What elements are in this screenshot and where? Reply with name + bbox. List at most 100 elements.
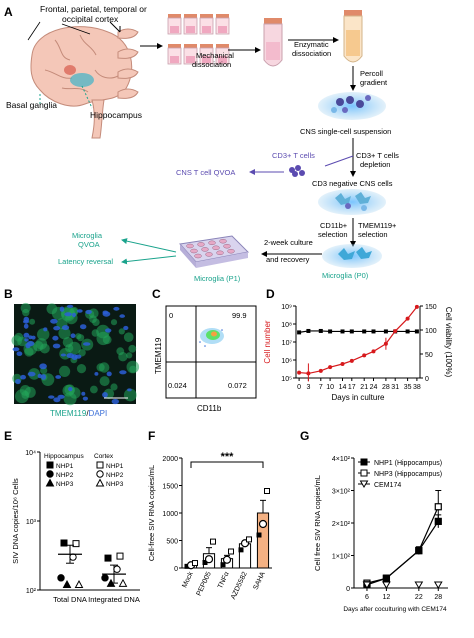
tmem119-stain	[96, 363, 105, 372]
e-legend-cortex: Cortex	[94, 453, 114, 460]
f-point	[246, 536, 252, 543]
f-xtick-label: AZD5582	[230, 571, 249, 601]
d-viability-point	[297, 330, 302, 335]
region-pointer-lines	[27, 21, 91, 41]
tmem119-stain	[22, 308, 30, 317]
g-xtick-label: 6	[365, 594, 369, 601]
panel-letter-g: G	[300, 429, 309, 443]
dish-tissue	[202, 56, 211, 63]
e-marker-nhp1	[104, 554, 112, 562]
dapi-nucleus	[48, 395, 55, 399]
tmem119-stain	[129, 365, 137, 373]
tmem119-stain	[76, 364, 87, 374]
cd11b-label: CD11b+	[320, 221, 348, 230]
d-xtick-label: 38	[413, 384, 421, 391]
g-legend-marker	[359, 480, 369, 488]
tmem119-stain	[58, 327, 71, 340]
dapi-nucleus	[105, 328, 112, 333]
dapi-nucleus	[106, 371, 112, 377]
panel-f: F 0 500 1000 1500 2000 Cell-free SIV RNA copi…	[147, 429, 272, 601]
e-legend-label: NHP2	[56, 472, 74, 479]
g-ytick-label: 1×10²	[332, 554, 351, 561]
dapi-nucleus	[39, 363, 47, 370]
mechanical-label-2: dissociation	[192, 60, 231, 69]
dapi-nucleus	[37, 373, 42, 379]
g-ytick-label: 0	[346, 586, 350, 593]
f-point	[238, 547, 244, 553]
tmem119-stain	[24, 347, 34, 357]
d-xtick-label: 28	[382, 384, 390, 391]
f-xtick-label: Mock	[181, 570, 195, 589]
dapi-nucleus	[53, 326, 61, 331]
d-viability-point	[362, 329, 367, 334]
e-legend-label: NHP1	[56, 463, 74, 470]
microglia-p1-label: Microglia (P1)	[194, 274, 241, 283]
d-ytick-right-label: 50	[425, 352, 433, 359]
dish-lid	[184, 44, 197, 48]
panel-e: E 10² 10³ 10⁴ SIV DNA copies/10⁶ Cells Total…	[4, 429, 140, 604]
quadrant-ur: 99.9	[232, 311, 247, 320]
e-marker-nhp1	[60, 539, 68, 547]
g-xtick-label: 22	[415, 594, 423, 601]
microscopy-cells	[11, 302, 140, 406]
g-series-point	[382, 574, 391, 582]
d-xtick-label: 14	[339, 384, 347, 391]
dapi-nucleus	[70, 333, 76, 339]
g-legend-label: CEM174	[374, 482, 401, 489]
d-ytick-left-label: 10⁵	[281, 376, 292, 383]
tmem119-stain	[37, 328, 50, 341]
dapi-nucleus	[72, 312, 76, 318]
dapi-nucleus	[68, 386, 73, 392]
d-xtick-label: 35	[404, 384, 412, 391]
f-point	[192, 560, 198, 567]
panel-letter-d: D	[266, 287, 275, 301]
mechanical-label: Mechanical	[196, 51, 234, 60]
d-xtick-label: 10	[326, 384, 334, 391]
percoll-label: Percoll	[360, 69, 383, 78]
dapi-nucleus	[24, 338, 29, 342]
panel-a: A Frontal, parietal, temporal or occipit…	[4, 4, 399, 283]
f-xtick-label: PEP005	[196, 571, 213, 597]
dapi-nucleus	[23, 332, 30, 338]
g-cem174-point	[362, 581, 372, 589]
g-legend-marker	[360, 458, 368, 466]
g-xtick-label: 28	[434, 594, 442, 601]
tmem119-stain	[24, 386, 36, 398]
dish-tissue	[218, 26, 227, 33]
dapi-nucleus	[81, 391, 86, 396]
f-ytick-label: 500	[166, 539, 178, 546]
tmem119-stain	[29, 318, 36, 325]
e-marker-nhp2	[96, 470, 104, 478]
tmem119-stain	[46, 303, 58, 315]
plate-well	[197, 242, 205, 247]
f-significance-label: ***	[221, 451, 235, 463]
d-xlabel: Days in culture	[332, 393, 385, 402]
g-cem174-point	[433, 581, 443, 589]
d-viability-point	[318, 328, 323, 333]
flow-events	[199, 328, 224, 347]
cd3-depletion-label: CD3+ T cells	[356, 151, 399, 160]
tmem119-stain	[59, 365, 71, 377]
e-marker-nhp2	[57, 574, 65, 582]
d-viability-point	[328, 329, 333, 334]
d-viability-point	[414, 329, 419, 334]
d-viability-point	[371, 329, 376, 334]
tmem119-stain	[99, 376, 110, 387]
latency-reversal-label: Latency reversal	[58, 257, 113, 266]
brain-illustration	[30, 26, 133, 139]
d-xtick-label: 31	[391, 384, 399, 391]
tmem119-stain	[35, 338, 48, 350]
g-series-point	[434, 503, 442, 511]
d-xtick-label: 7	[319, 384, 323, 391]
cns-suspension-label: CNS single-cell suspension	[300, 127, 391, 136]
g-legend-marker	[360, 469, 368, 477]
f-point	[256, 532, 262, 538]
g-series-point	[415, 547, 423, 555]
tmem119-stain	[62, 337, 74, 348]
plate-well	[212, 245, 220, 251]
dish-lid	[216, 14, 229, 18]
quadrant-lr: 0.072	[228, 381, 247, 390]
dapi-nucleus	[119, 370, 127, 375]
dapi-nucleus	[55, 375, 62, 379]
